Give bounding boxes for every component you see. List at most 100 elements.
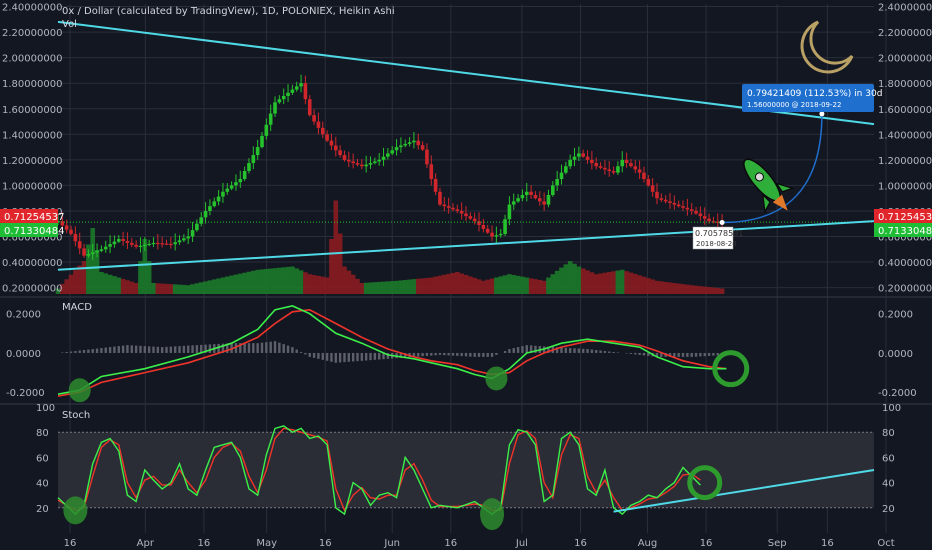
candle-body [702,216,707,219]
volume-bar [198,282,204,294]
macd-histogram-bar [74,351,77,353]
macd-histogram-bar [547,346,550,353]
volume-bar [368,282,373,294]
candle-body [559,172,564,180]
y-tick-label-right: 1.20000000 [878,156,932,167]
stoch-highlight [63,496,88,525]
x-tick-label: 16 [198,538,211,549]
macd-histogram-bar [230,343,233,353]
volume-bar [320,276,326,294]
candle-body [590,159,594,164]
macd-histogram-bar [603,351,607,353]
candle-body [659,198,664,200]
macd-histogram-bar [252,343,255,353]
macd-histogram-bar [529,345,533,353]
macd-tick-right: 0.0000 [878,349,913,360]
x-tick-label: Aug [638,538,658,549]
x-tick-label: 16 [700,538,713,549]
macd-histogram-bar [113,346,116,353]
y-tick-label-right: 1.40000000 [878,130,932,141]
macd-tick-left: -0.2000 [6,388,45,399]
stoch-k-line [57,425,701,516]
volume-bar [685,284,690,294]
volume-bar [706,287,712,294]
candle-body [494,235,499,237]
candle-body [316,121,321,128]
macd-histogram-bar [430,352,433,356]
stoch-tick-left: 100 [36,403,55,414]
candle-body [685,207,690,210]
volume-bar [168,284,174,294]
volume-bar [99,272,104,294]
volume-bar [290,266,295,294]
macd-histogram-bar [699,352,702,357]
candle-body [294,86,299,90]
candle-body [542,201,546,205]
candle-body [307,99,312,116]
volume-bar [64,279,69,294]
x-tick-label: Sep [768,538,787,549]
macd-histogram-bar [221,343,225,353]
candle-body [668,201,672,203]
candle-body [377,159,381,162]
y-tick-label-left: 2.20000000 [2,28,62,39]
macd-histogram-bar [91,349,94,353]
volume-bar [233,274,239,294]
macd-histogram-bar [477,352,481,357]
macd-histogram-bar [160,347,164,353]
volume-bar [307,274,313,294]
volume-bar [116,277,122,294]
volume-bar [611,271,616,294]
macd-histogram-bar [495,352,498,355]
volume-bar [237,273,243,294]
y-tick-label-left: 1.60000000 [2,105,62,116]
volume-bar [598,273,603,294]
macd-histogram-bar [608,351,611,353]
candle-body [173,242,177,245]
volume-bar [563,264,569,294]
marker-box [692,226,734,250]
x-tick-label: 16 [574,538,587,549]
candle-body [676,204,681,207]
macd-histogram-bar [660,352,663,357]
candle-body [642,172,646,180]
heikin-price-tag-right [874,223,932,237]
macd-histogram-bar [377,352,381,360]
macd-histogram-bar [295,349,298,353]
y-tick-label-left: 0.40000000 [2,258,62,269]
macd-histogram-bar [269,341,272,353]
projection-callout [742,84,874,112]
macd-histogram-bar [351,352,355,362]
macd-histogram-bar [69,351,73,353]
candle-body [650,185,655,192]
candle-body [199,217,204,224]
volume-bar [511,275,517,294]
candle-body [524,191,529,195]
macd-histogram-bar [360,352,364,361]
macd-histogram-bar [299,351,303,353]
candle-body [390,150,395,154]
stoch-tick-left: 80 [36,428,49,439]
candle-body [99,249,104,251]
candle-body [312,115,316,122]
macd-histogram-bar [503,351,507,353]
x-tick-label: Oct [877,538,894,549]
candle-body [481,225,486,229]
projection-startpoint [719,219,725,225]
trendline-upper [57,20,875,126]
macd-histogram-bar [152,346,155,353]
macd-histogram-bar [564,347,568,353]
volume-bar [619,269,625,294]
volume-bar [303,272,308,294]
volume-bar [415,278,421,294]
volume-bar [424,277,430,294]
volume-bar [663,281,668,294]
macd-histogram-bar [304,352,307,355]
volume-bar [541,280,547,294]
candle-body [529,191,533,195]
candle-body [364,164,368,167]
stoch-tick-left: 60 [36,453,49,464]
volume-bar [667,282,673,294]
volume-bar [112,276,117,294]
macd-histogram-bar [126,345,129,353]
